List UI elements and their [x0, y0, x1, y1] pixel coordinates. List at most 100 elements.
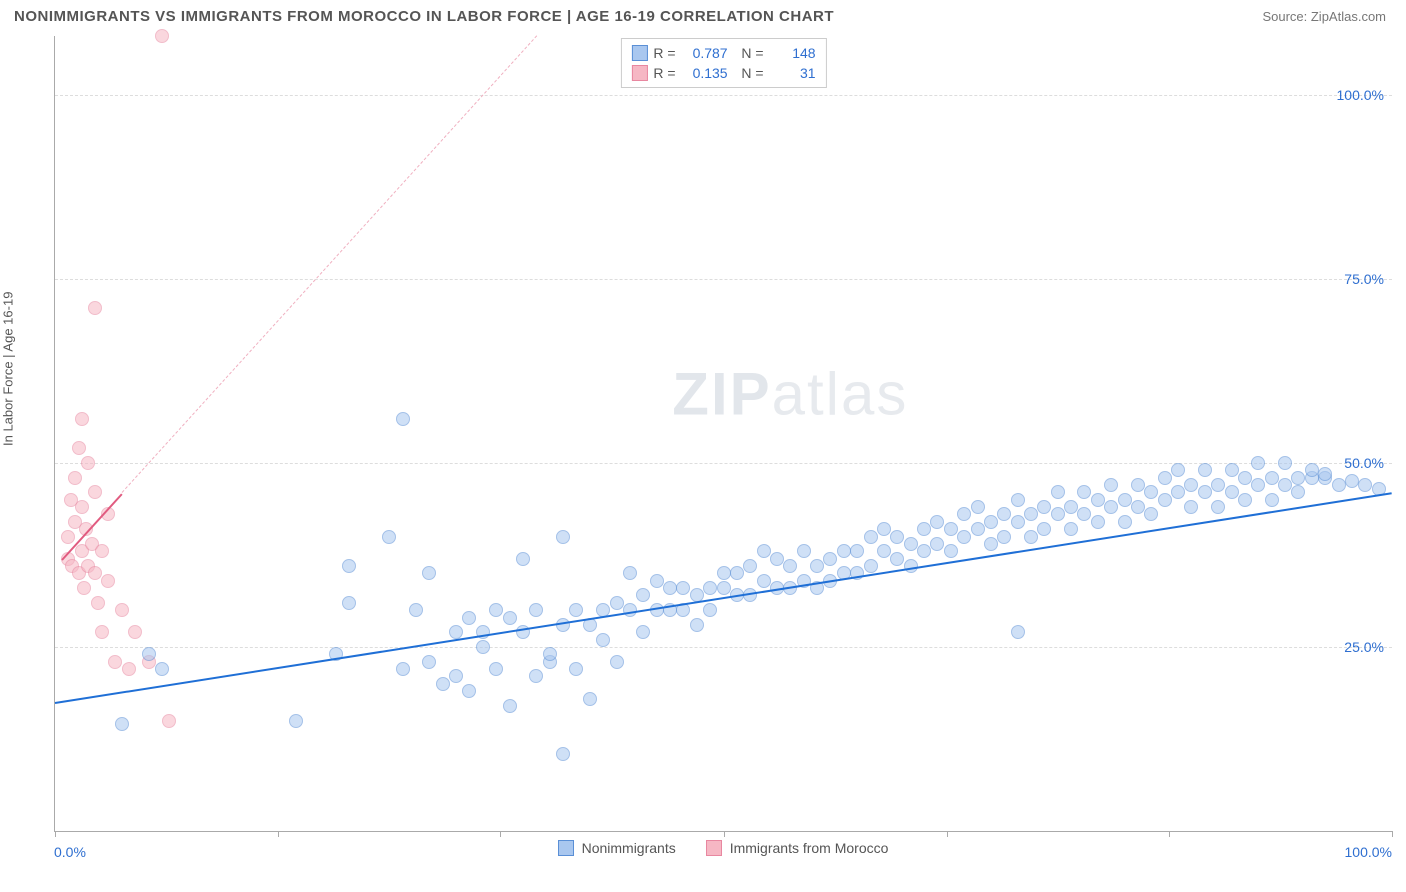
- data-point: [984, 515, 998, 529]
- data-point: [837, 544, 851, 558]
- data-point: [569, 603, 583, 617]
- stats-n-value: 148: [770, 45, 816, 61]
- data-point: [516, 552, 530, 566]
- data-point: [1091, 493, 1105, 507]
- data-point: [476, 640, 490, 654]
- data-point: [1291, 471, 1305, 485]
- data-point: [783, 559, 797, 573]
- data-point: [1265, 471, 1279, 485]
- data-point: [1118, 493, 1132, 507]
- data-point: [449, 669, 463, 683]
- data-point: [757, 544, 771, 558]
- data-point: [997, 507, 1011, 521]
- data-point: [730, 566, 744, 580]
- data-point: [1171, 485, 1185, 499]
- data-point: [1144, 485, 1158, 499]
- watermark: ZIPatlas: [672, 359, 908, 428]
- y-tick-label: 75.0%: [1344, 271, 1384, 287]
- data-point: [556, 530, 570, 544]
- y-tick-label: 25.0%: [1344, 639, 1384, 655]
- legend-label: Nonimmigrants: [582, 840, 676, 856]
- data-point: [850, 544, 864, 558]
- data-point: [984, 537, 998, 551]
- data-point: [930, 515, 944, 529]
- data-point: [623, 566, 637, 580]
- data-point: [1158, 493, 1172, 507]
- data-point: [1037, 522, 1051, 536]
- gridline: [55, 95, 1392, 96]
- data-point: [1265, 493, 1279, 507]
- data-point: [717, 566, 731, 580]
- data-point: [101, 574, 115, 588]
- data-point: [95, 544, 109, 558]
- data-point: [1131, 478, 1145, 492]
- data-point: [917, 544, 931, 558]
- stats-r-label: R =: [653, 45, 675, 61]
- data-point: [108, 655, 122, 669]
- data-point: [1051, 485, 1065, 499]
- data-point: [1064, 500, 1078, 514]
- data-point: [757, 574, 771, 588]
- data-point: [636, 588, 650, 602]
- legend-swatch: [558, 840, 574, 856]
- legend-bottom: Nonimmigrants Immigrants from Morocco: [54, 836, 1392, 860]
- data-point: [529, 669, 543, 683]
- data-point: [610, 596, 624, 610]
- data-point: [1011, 515, 1025, 529]
- data-point: [72, 441, 86, 455]
- data-point: [1198, 463, 1212, 477]
- data-point: [1118, 515, 1132, 529]
- stats-row: R =0.787 N =148: [631, 43, 815, 63]
- data-point: [1278, 456, 1292, 470]
- data-point: [88, 566, 102, 580]
- data-point: [569, 662, 583, 676]
- data-point: [917, 522, 931, 536]
- data-point: [1144, 507, 1158, 521]
- trend-line: [55, 492, 1392, 704]
- data-point: [864, 530, 878, 544]
- data-point: [75, 412, 89, 426]
- data-point: [1184, 500, 1198, 514]
- data-point: [1011, 493, 1025, 507]
- data-point: [1077, 507, 1091, 521]
- data-point: [489, 603, 503, 617]
- data-point: [1211, 478, 1225, 492]
- data-point: [1225, 485, 1239, 499]
- stats-n-label: N =: [734, 45, 764, 61]
- data-point: [1158, 471, 1172, 485]
- data-point: [396, 662, 410, 676]
- data-point: [770, 552, 784, 566]
- data-point: [877, 522, 891, 536]
- data-point: [1024, 507, 1038, 521]
- data-point: [462, 611, 476, 625]
- data-point: [1318, 467, 1332, 481]
- data-point: [703, 581, 717, 595]
- correlation-stats-box: R =0.787 N =148R =0.135 N =31: [620, 38, 826, 88]
- data-point: [1024, 530, 1038, 544]
- data-point: [422, 655, 436, 669]
- data-point: [583, 692, 597, 706]
- x-tick-left: 0.0%: [54, 844, 86, 860]
- data-point: [543, 647, 557, 661]
- data-point: [997, 530, 1011, 544]
- data-point: [1011, 625, 1025, 639]
- data-point: [396, 412, 410, 426]
- data-point: [797, 544, 811, 558]
- legend-swatch: [706, 840, 722, 856]
- data-point: [1037, 500, 1051, 514]
- data-point: [1104, 500, 1118, 514]
- data-point: [529, 603, 543, 617]
- data-point: [944, 544, 958, 558]
- data-point: [1225, 463, 1239, 477]
- data-point: [122, 662, 136, 676]
- data-point: [957, 530, 971, 544]
- data-point: [503, 611, 517, 625]
- gridline: [55, 463, 1392, 464]
- y-tick-label: 100.0%: [1337, 87, 1384, 103]
- legend-item: Immigrants from Morocco: [706, 840, 889, 856]
- data-point: [864, 559, 878, 573]
- data-point: [95, 625, 109, 639]
- watermark-bold: ZIP: [672, 360, 771, 427]
- data-point: [61, 530, 75, 544]
- data-point: [1198, 485, 1212, 499]
